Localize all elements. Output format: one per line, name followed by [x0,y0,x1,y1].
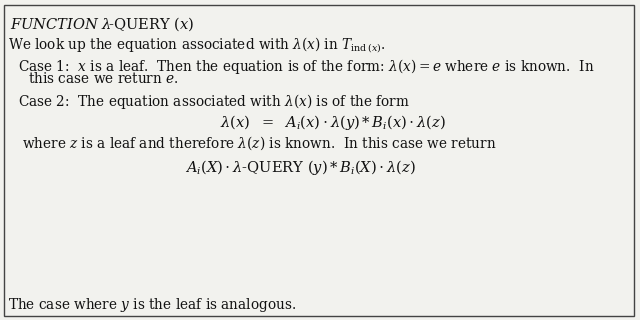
Text: $\lambda(x)\ \ =\ \ A_i(x)\cdot\lambda(y)*B_i(x)\cdot\lambda(z)$: $\lambda(x)\ \ =\ \ A_i(x)\cdot\lambda(y… [220,113,446,132]
Text: The case where $y$ is the leaf is analogous.: The case where $y$ is the leaf is analog… [8,296,296,314]
Text: $A_i(X)\cdot\lambda$-Q$\mathrm{UERY}\ (y)*B_i(X)\cdot\lambda(z)$: $A_i(X)\cdot\lambda$-Q$\mathrm{UERY}\ (y… [185,158,416,177]
FancyBboxPatch shape [4,5,634,316]
Text: Case 1:  $x$ is a leaf.  Then the equation is of the form: $\lambda(x) = e$ wher: Case 1: $x$ is a leaf. Then the equation… [18,57,595,76]
Text: $\mathit{FUNCTION}\ \lambda\!$-Q$\mathrm{UERY}\ (x)$: $\mathit{FUNCTION}\ \lambda\!$-Q$\mathrm… [10,15,195,33]
Text: We look up the equation associated with $\lambda(x)$ in $T_{\mathrm{ind}\,(x)}$.: We look up the equation associated with … [8,36,385,55]
Text: where $z$ is a leaf and therefore $\lambda(z)$ is known.  In this case we return: where $z$ is a leaf and therefore $\lamb… [22,134,497,152]
Text: this case we return $e$.: this case we return $e$. [28,71,179,86]
Text: Case 2:  The equation associated with $\lambda(x)$ is of the form: Case 2: The equation associated with $\l… [18,92,410,111]
